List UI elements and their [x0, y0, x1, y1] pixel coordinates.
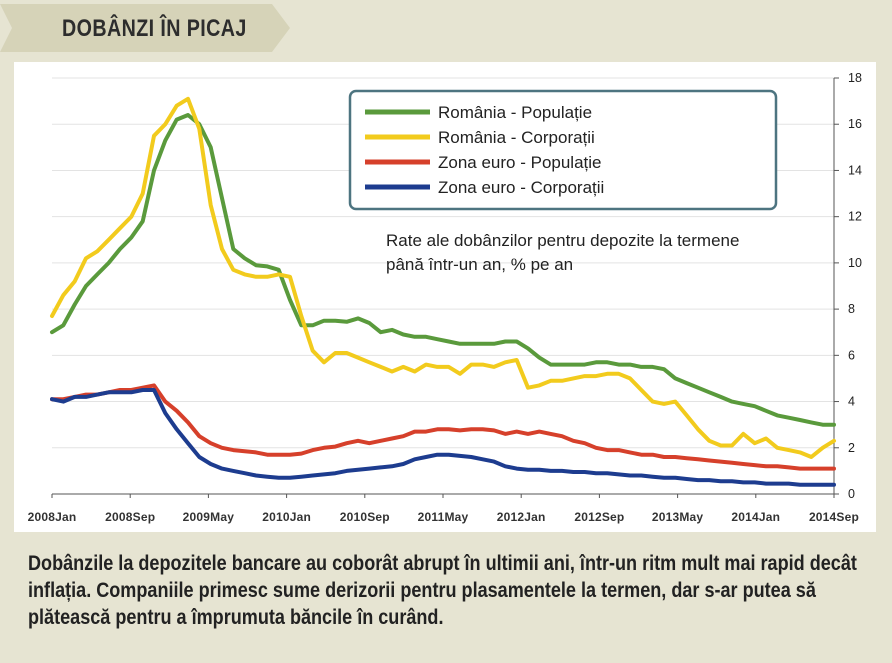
y-tick-label: 8	[848, 302, 855, 316]
series-line	[50, 383, 836, 471]
legend-label: România - Corporații	[438, 128, 595, 147]
x-tick-label: 2012Jan	[497, 510, 546, 524]
y-axis: 0 2 4 6 8 10 12 14 16 18	[833, 71, 862, 501]
y-tick-label: 12	[848, 210, 862, 224]
legend-label: România - Populație	[438, 103, 592, 122]
y-tick-label: 18	[848, 71, 862, 85]
chart-panel: 0 2 4 6 8 10 12 14 16 18 2008Jan 2008Sep 2009May 201…	[14, 62, 876, 532]
x-tick-label: 2011May	[418, 510, 469, 524]
header-tab	[0, 4, 290, 52]
y-tick-label: 4	[848, 395, 855, 409]
page-title: DOBÂNZI ÎN PICAJ	[62, 15, 247, 42]
y-tick-label: 16	[848, 117, 862, 131]
header-bar: DOBÂNZI ÎN PICAJ	[0, 0, 892, 62]
series-line	[50, 113, 836, 427]
series-lines	[50, 96, 836, 487]
annotation-line: până într-un an, % pe an	[386, 255, 573, 274]
y-tick-label: 0	[848, 487, 855, 501]
x-tick-label: 2008Jan	[28, 510, 77, 524]
line-chart: 0 2 4 6 8 10 12 14 16 18 2008Jan 2008Sep 2009May 201…	[28, 71, 862, 524]
series-line	[50, 388, 836, 487]
x-tick-label: 2014Jan	[731, 510, 780, 524]
y-tick-label: 6	[848, 348, 855, 362]
x-tick-label: 2010Sep	[340, 510, 390, 524]
legend-box	[348, 89, 778, 211]
caption-text: Dobânzile la depozitele bancare au cobor…	[28, 552, 857, 629]
y-tick-label: 14	[848, 163, 862, 177]
legend-label: Zona euro - Populație	[438, 153, 602, 172]
x-tick-label: 2014Sep	[809, 510, 859, 524]
annotation-line: Rate ale dobânzilor pentru depozite la t…	[386, 231, 739, 250]
series-line	[50, 96, 836, 459]
x-tick-label: 2013May	[652, 510, 704, 524]
x-tick-label: 2009May	[183, 510, 235, 524]
chart-annotation: Rate ale dobânzilor pentru depozite la t…	[386, 231, 739, 274]
y-tick-label: 2	[848, 441, 855, 455]
x-tick-label: 2012Sep	[574, 510, 624, 524]
legend: România - Populație România - Corporații Z…	[348, 89, 778, 211]
legend-label: Zona euro - Corporații	[438, 178, 604, 197]
y-tick-label: 10	[848, 256, 862, 270]
x-axis: 2008Jan 2008Sep 2009May 2010Jan 2010Sep 2011M…	[28, 493, 859, 524]
x-tick-label: 2008Sep	[105, 510, 155, 524]
x-tick-label: 2010Jan	[262, 510, 311, 524]
